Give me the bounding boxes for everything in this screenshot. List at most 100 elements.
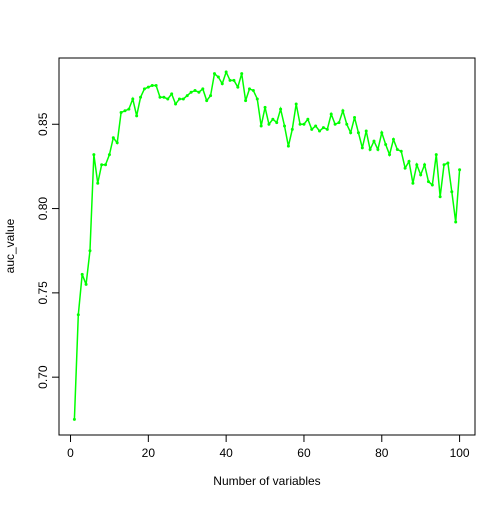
data-point bbox=[119, 110, 123, 114]
y-tick-label: 0.80 bbox=[36, 197, 50, 221]
data-point bbox=[399, 149, 403, 153]
data-point bbox=[403, 166, 407, 170]
x-tick-label: 60 bbox=[297, 446, 311, 460]
data-point bbox=[368, 148, 372, 152]
data-point bbox=[236, 85, 240, 89]
data-point bbox=[337, 121, 341, 125]
data-point bbox=[189, 90, 193, 94]
data-point bbox=[372, 139, 376, 143]
data-point bbox=[212, 72, 216, 76]
data-point bbox=[135, 114, 139, 118]
data-point bbox=[380, 131, 384, 135]
data-point bbox=[333, 122, 337, 126]
data-point bbox=[384, 142, 388, 146]
data-point bbox=[306, 117, 310, 121]
data-point bbox=[388, 153, 392, 157]
x-tick-label: 100 bbox=[450, 446, 470, 460]
data-point bbox=[360, 146, 364, 150]
data-point bbox=[205, 99, 209, 103]
data-point bbox=[356, 131, 360, 135]
data-point bbox=[415, 163, 419, 167]
data-point bbox=[131, 97, 135, 101]
data-point bbox=[146, 85, 150, 89]
data-point bbox=[139, 95, 143, 99]
data-point bbox=[255, 97, 259, 101]
data-point bbox=[450, 190, 454, 194]
data-point bbox=[259, 124, 263, 128]
data-point bbox=[197, 90, 201, 94]
data-point bbox=[193, 89, 197, 93]
data-point bbox=[251, 89, 255, 93]
data-point bbox=[286, 144, 290, 148]
data-point bbox=[232, 78, 236, 82]
data-point bbox=[353, 116, 357, 120]
data-point bbox=[434, 153, 438, 157]
data-point bbox=[263, 105, 267, 109]
data-point bbox=[244, 99, 248, 103]
data-point bbox=[240, 72, 244, 76]
data-point bbox=[220, 82, 224, 86]
data-point bbox=[209, 94, 213, 98]
data-point bbox=[419, 173, 423, 177]
data-point bbox=[162, 95, 166, 99]
data-point bbox=[177, 97, 181, 101]
data-point bbox=[127, 107, 131, 111]
data-point bbox=[181, 97, 185, 101]
data-point bbox=[321, 126, 325, 130]
data-point bbox=[185, 94, 189, 98]
data-point bbox=[247, 87, 251, 91]
x-tick-label: 40 bbox=[219, 446, 233, 460]
y-tick-label: 0.85 bbox=[36, 112, 50, 136]
x-tick-label: 0 bbox=[67, 446, 74, 460]
data-point bbox=[115, 141, 119, 145]
x-axis-label: Number of variables bbox=[213, 474, 320, 488]
data-point bbox=[310, 127, 314, 131]
data-point bbox=[294, 102, 298, 106]
x-tick-label: 80 bbox=[375, 446, 389, 460]
y-tick-label: 0.75 bbox=[36, 281, 50, 305]
data-point bbox=[107, 153, 111, 157]
data-point bbox=[458, 168, 462, 172]
data-point bbox=[150, 83, 154, 87]
data-point bbox=[123, 109, 127, 113]
data-point bbox=[84, 282, 88, 286]
data-point bbox=[267, 122, 271, 126]
data-point bbox=[88, 249, 92, 253]
data-line bbox=[73, 69, 461, 420]
data-point bbox=[341, 109, 345, 113]
data-point bbox=[111, 136, 115, 140]
data-point bbox=[80, 272, 84, 276]
data-point bbox=[201, 87, 205, 91]
data-point bbox=[290, 127, 294, 131]
data-point bbox=[426, 180, 430, 184]
data-point bbox=[170, 92, 174, 96]
data-point bbox=[345, 122, 349, 126]
y-axis-label: auc_value bbox=[3, 218, 17, 273]
data-point bbox=[104, 163, 108, 167]
data-point bbox=[318, 129, 322, 133]
data-point bbox=[325, 127, 329, 131]
data-point bbox=[216, 75, 220, 79]
data-point bbox=[76, 313, 80, 317]
data-point bbox=[298, 122, 302, 126]
data-point bbox=[271, 117, 275, 121]
data-point bbox=[314, 124, 318, 128]
data-point bbox=[142, 87, 146, 91]
data-point bbox=[275, 121, 279, 125]
data-point bbox=[228, 78, 232, 82]
data-point bbox=[423, 163, 427, 167]
data-point bbox=[391, 137, 395, 141]
data-point bbox=[376, 148, 380, 152]
y-tick-label: 0.70 bbox=[36, 365, 50, 389]
x-tick-label: 20 bbox=[142, 446, 156, 460]
data-point bbox=[72, 417, 76, 421]
data-point bbox=[364, 129, 368, 133]
data-point bbox=[279, 107, 283, 111]
data-point bbox=[174, 102, 178, 106]
data-point bbox=[442, 163, 446, 167]
data-point bbox=[411, 181, 415, 185]
data-point bbox=[158, 95, 162, 99]
data-point bbox=[407, 159, 411, 163]
data-point bbox=[395, 148, 399, 152]
